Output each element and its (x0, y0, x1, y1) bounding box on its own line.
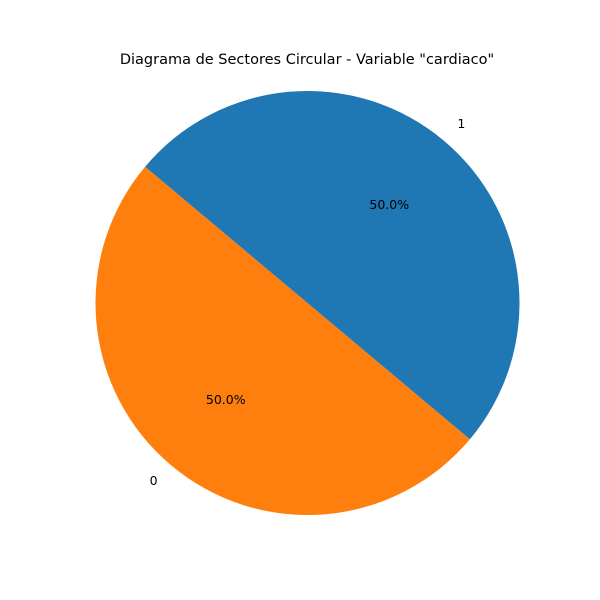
pie-labels: 0 50.0% 1 50.0% (150, 116, 466, 488)
slice-percent-label-0: 50.0% (206, 392, 246, 407)
pie-slice-0 (95, 166, 470, 515)
pie-slices (95, 91, 520, 515)
pie-slice-1 (145, 91, 520, 440)
chart-title: Diagrama de Sectores Circular - Variable… (120, 52, 494, 68)
slice-label-0: 0 (150, 473, 158, 488)
slice-label-1: 1 (457, 116, 465, 131)
slice-percent-label-1: 50.0% (369, 197, 409, 212)
